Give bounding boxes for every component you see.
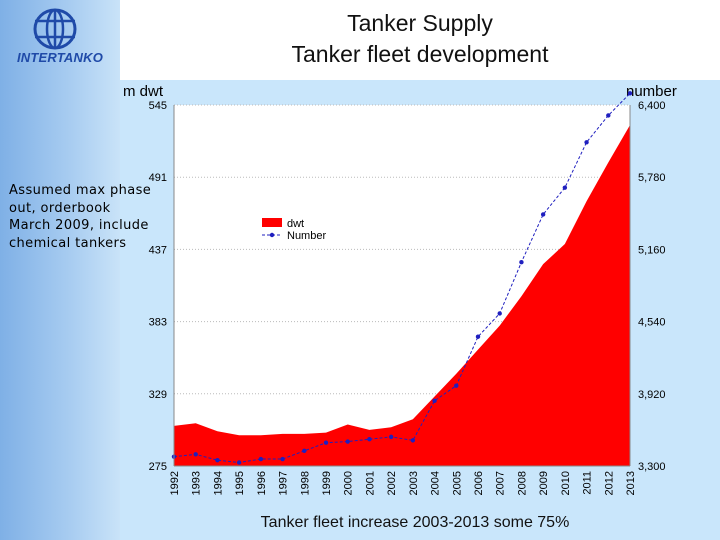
number-point (280, 456, 285, 462)
footer-caption: Tanker fleet increase 2003-2013 some 75% (260, 514, 570, 531)
number-point (627, 91, 633, 96)
number-point (475, 334, 481, 339)
number-point (345, 439, 350, 444)
left-tick-label: 275 (149, 461, 167, 473)
x-tick-label: 2001 (364, 471, 376, 495)
number-point (497, 311, 502, 316)
x-tick-label: 1993 (191, 471, 203, 495)
number-point (454, 383, 459, 388)
legend-number-marker (269, 232, 275, 238)
assumption-note: Assumed max phase out, orderbook March 2… (9, 183, 152, 251)
left-tick-label: 545 (149, 100, 167, 112)
number-point (606, 113, 611, 118)
number-point (388, 434, 394, 440)
legend-dwt-label: dwt (287, 218, 304, 230)
x-tick-label: 1992 (169, 471, 181, 495)
x-tick-label: 2008 (516, 471, 528, 495)
number-point (540, 212, 546, 217)
left-tick-label: 437 (149, 244, 167, 256)
number-point (193, 452, 198, 457)
x-tick-label: 1996 (256, 471, 268, 495)
x-tick-label: 1997 (278, 471, 290, 495)
left-band (0, 0, 120, 540)
slide-title: Tanker Supply Tanker fleet development (140, 8, 700, 70)
number-line (173, 93, 631, 464)
number-point (367, 437, 372, 442)
number-point (323, 440, 329, 445)
x-tick-label: 1998 (299, 471, 311, 495)
title-line-1: Tanker Supply (347, 10, 493, 36)
x-tick-label: 2002 (386, 471, 398, 495)
legend-number-label: Number (287, 230, 326, 242)
right-tick-label: 5,160 (638, 244, 666, 256)
left-tick-label: 383 (149, 317, 167, 329)
x-tick-label: 1995 (234, 471, 246, 495)
legend-dwt-swatch (262, 218, 282, 227)
number-point (410, 438, 416, 443)
intertanko-logo: INTERTANKO (0, 0, 120, 80)
right-tick-label: 6,400 (638, 100, 666, 112)
x-tick-label: 2010 (560, 471, 572, 495)
x-tick-label: 2009 (538, 471, 550, 495)
right-tick-label: 3,300 (638, 461, 666, 473)
header (0, 0, 720, 80)
x-tick-label: 2012 (603, 471, 615, 495)
x-tick-label: 2011 (582, 471, 594, 495)
x-tick-label: 2013 (625, 471, 637, 495)
x-tick-label: 2000 (343, 471, 355, 495)
right-tick-label: 4,540 (638, 317, 666, 329)
number-point (215, 457, 220, 463)
right-axis-unit-label: number (626, 83, 677, 100)
x-tick-label: 2004 (430, 471, 442, 495)
number-point (236, 460, 242, 465)
number-point (584, 140, 589, 145)
x-tick-label: 2006 (473, 471, 485, 495)
logo-text: INTERTANKO (16, 50, 104, 65)
number-point (562, 185, 568, 190)
left-tick-label: 329 (149, 389, 167, 401)
title-line-2: Tanker fleet development (291, 41, 549, 67)
number-point (302, 448, 307, 454)
x-tick-label: 2003 (408, 471, 420, 495)
left-tick-label: 491 (149, 172, 167, 184)
dwt-area (174, 125, 630, 467)
right-tick-label: 3,920 (638, 389, 666, 401)
number-point (432, 398, 437, 403)
right-tick-label: 5,780 (638, 172, 666, 184)
number-point (258, 456, 264, 462)
number-point (519, 260, 524, 265)
x-tick-label: 1994 (212, 471, 224, 495)
x-tick-label: 2005 (451, 471, 463, 495)
globe-icon (33, 8, 77, 50)
x-tick-label: 1999 (321, 471, 333, 495)
x-tick-label: 2007 (495, 471, 507, 495)
left-axis-unit-label: m dwt (123, 83, 164, 100)
